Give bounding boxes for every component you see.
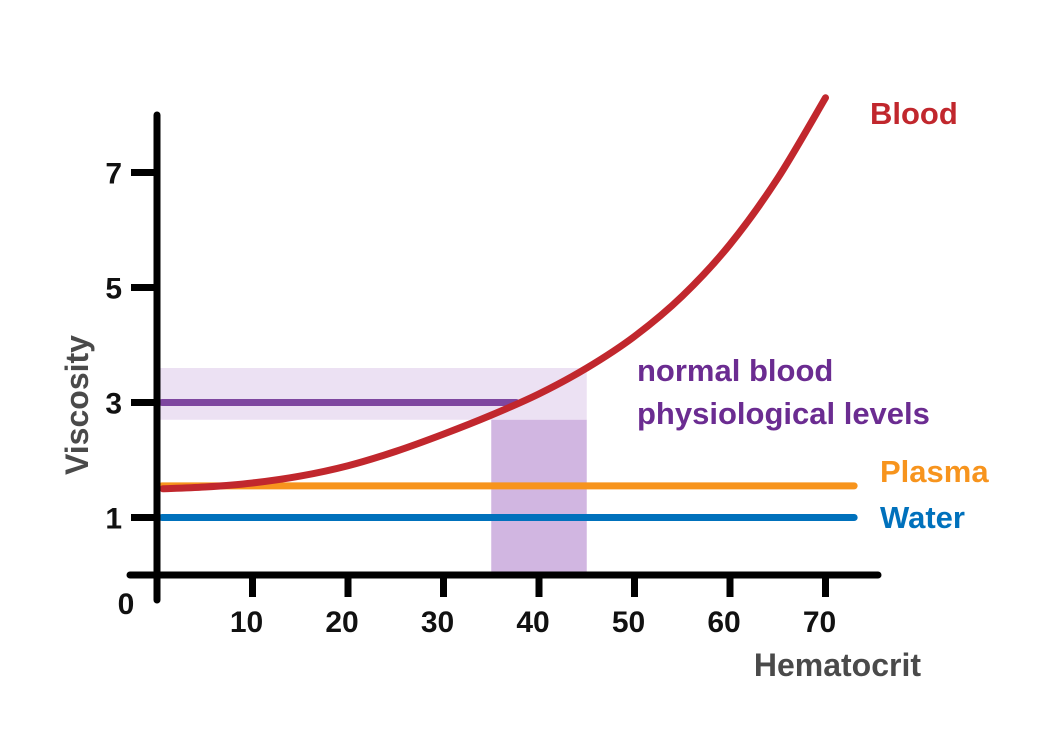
x-tick-label: 20: [325, 606, 358, 639]
ticks: 10 20 30 40 50 60 70 1 3 5 7: [105, 158, 836, 640]
x-tick-label: 30: [421, 606, 454, 639]
x-axis-title: Hematocrit: [754, 647, 922, 683]
x-tick-label: 50: [612, 606, 645, 639]
y-tick-label: 1: [105, 503, 122, 536]
normal-viscosity-band: [160, 368, 587, 420]
origin-label: 0: [118, 588, 135, 621]
x-tick-label: 60: [707, 606, 740, 639]
y-tick-label: 7: [105, 158, 122, 191]
series-label-blood: Blood: [870, 96, 958, 131]
series-label-plasma: Plasma: [880, 454, 989, 489]
x-tick-label: 40: [516, 606, 549, 639]
y-tick-label: 3: [105, 388, 122, 421]
x-tick-label: 70: [803, 606, 836, 639]
series-lines: [158, 94, 858, 521]
series-label-water: Water: [880, 500, 965, 535]
y-tick-label: 5: [105, 273, 122, 306]
normal-hematocrit-band: [491, 419, 587, 575]
annotation-label-line1: normal blood: [637, 353, 833, 388]
normal-range-highlights: [160, 368, 587, 575]
series-line-blood: [159, 94, 829, 493]
x-tick-label: 10: [230, 606, 263, 639]
annotation-label-line2: physiological levels: [637, 396, 930, 431]
y-axis-title: Viscosity: [59, 335, 95, 475]
